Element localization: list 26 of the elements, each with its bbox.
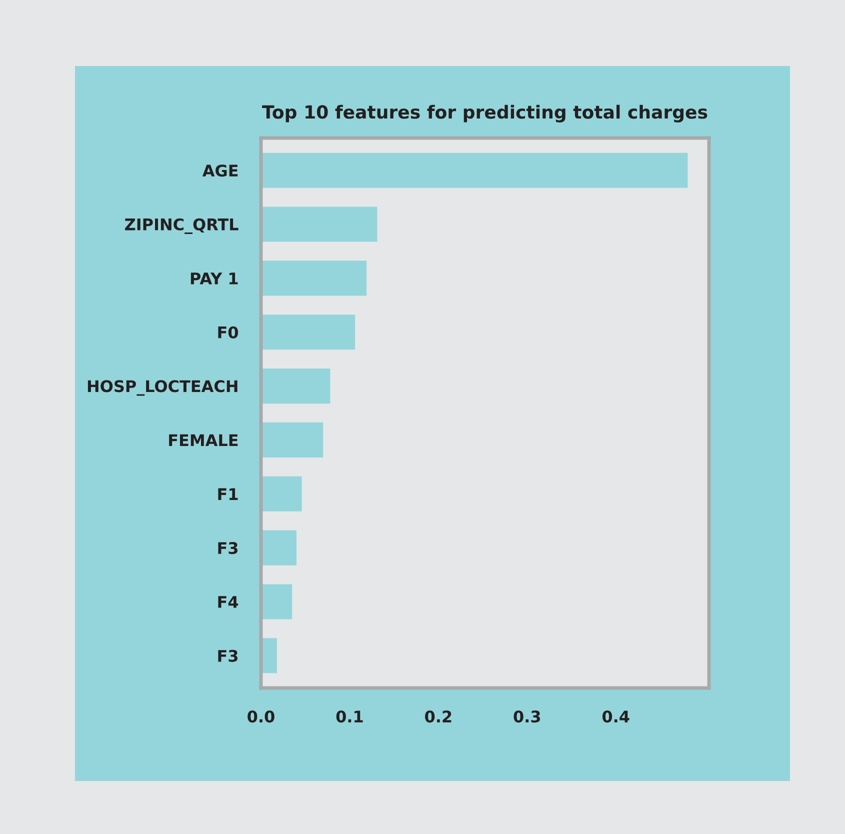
bar	[261, 368, 330, 404]
y-tick-label: HOSP_LOCTEACH	[88, 380, 238, 396]
x-tick-label: 0.3	[514, 710, 540, 723]
chart-title: Top 10 features for predicting total charges	[262, 104, 708, 122]
y-tick-label: F4	[218, 596, 238, 608]
y-tick-label: F3	[218, 542, 238, 554]
y-tick-label: ZIPINC_QRTL	[125, 218, 238, 234]
x-tick-label: 0.4	[602, 710, 630, 723]
bar	[261, 530, 296, 566]
y-tick-label: AGE	[202, 164, 238, 177]
bar	[261, 206, 378, 242]
y-tick-label: F0	[218, 326, 238, 338]
bar	[261, 638, 277, 674]
bar	[261, 314, 356, 350]
y-tick-label: FEMALE	[169, 434, 238, 446]
x-tick-label: 0.1	[336, 710, 363, 723]
bar	[261, 152, 688, 188]
y-tick-label: PAY 1	[190, 272, 238, 284]
x-tick-label: 0.0	[248, 710, 274, 723]
bar	[261, 584, 292, 620]
bar	[261, 476, 302, 512]
bar	[261, 422, 324, 458]
y-tick-label: F3	[218, 650, 238, 662]
x-tick-label: 0.2	[425, 710, 452, 723]
bar	[261, 260, 367, 296]
y-tick-label: F1	[218, 488, 238, 500]
